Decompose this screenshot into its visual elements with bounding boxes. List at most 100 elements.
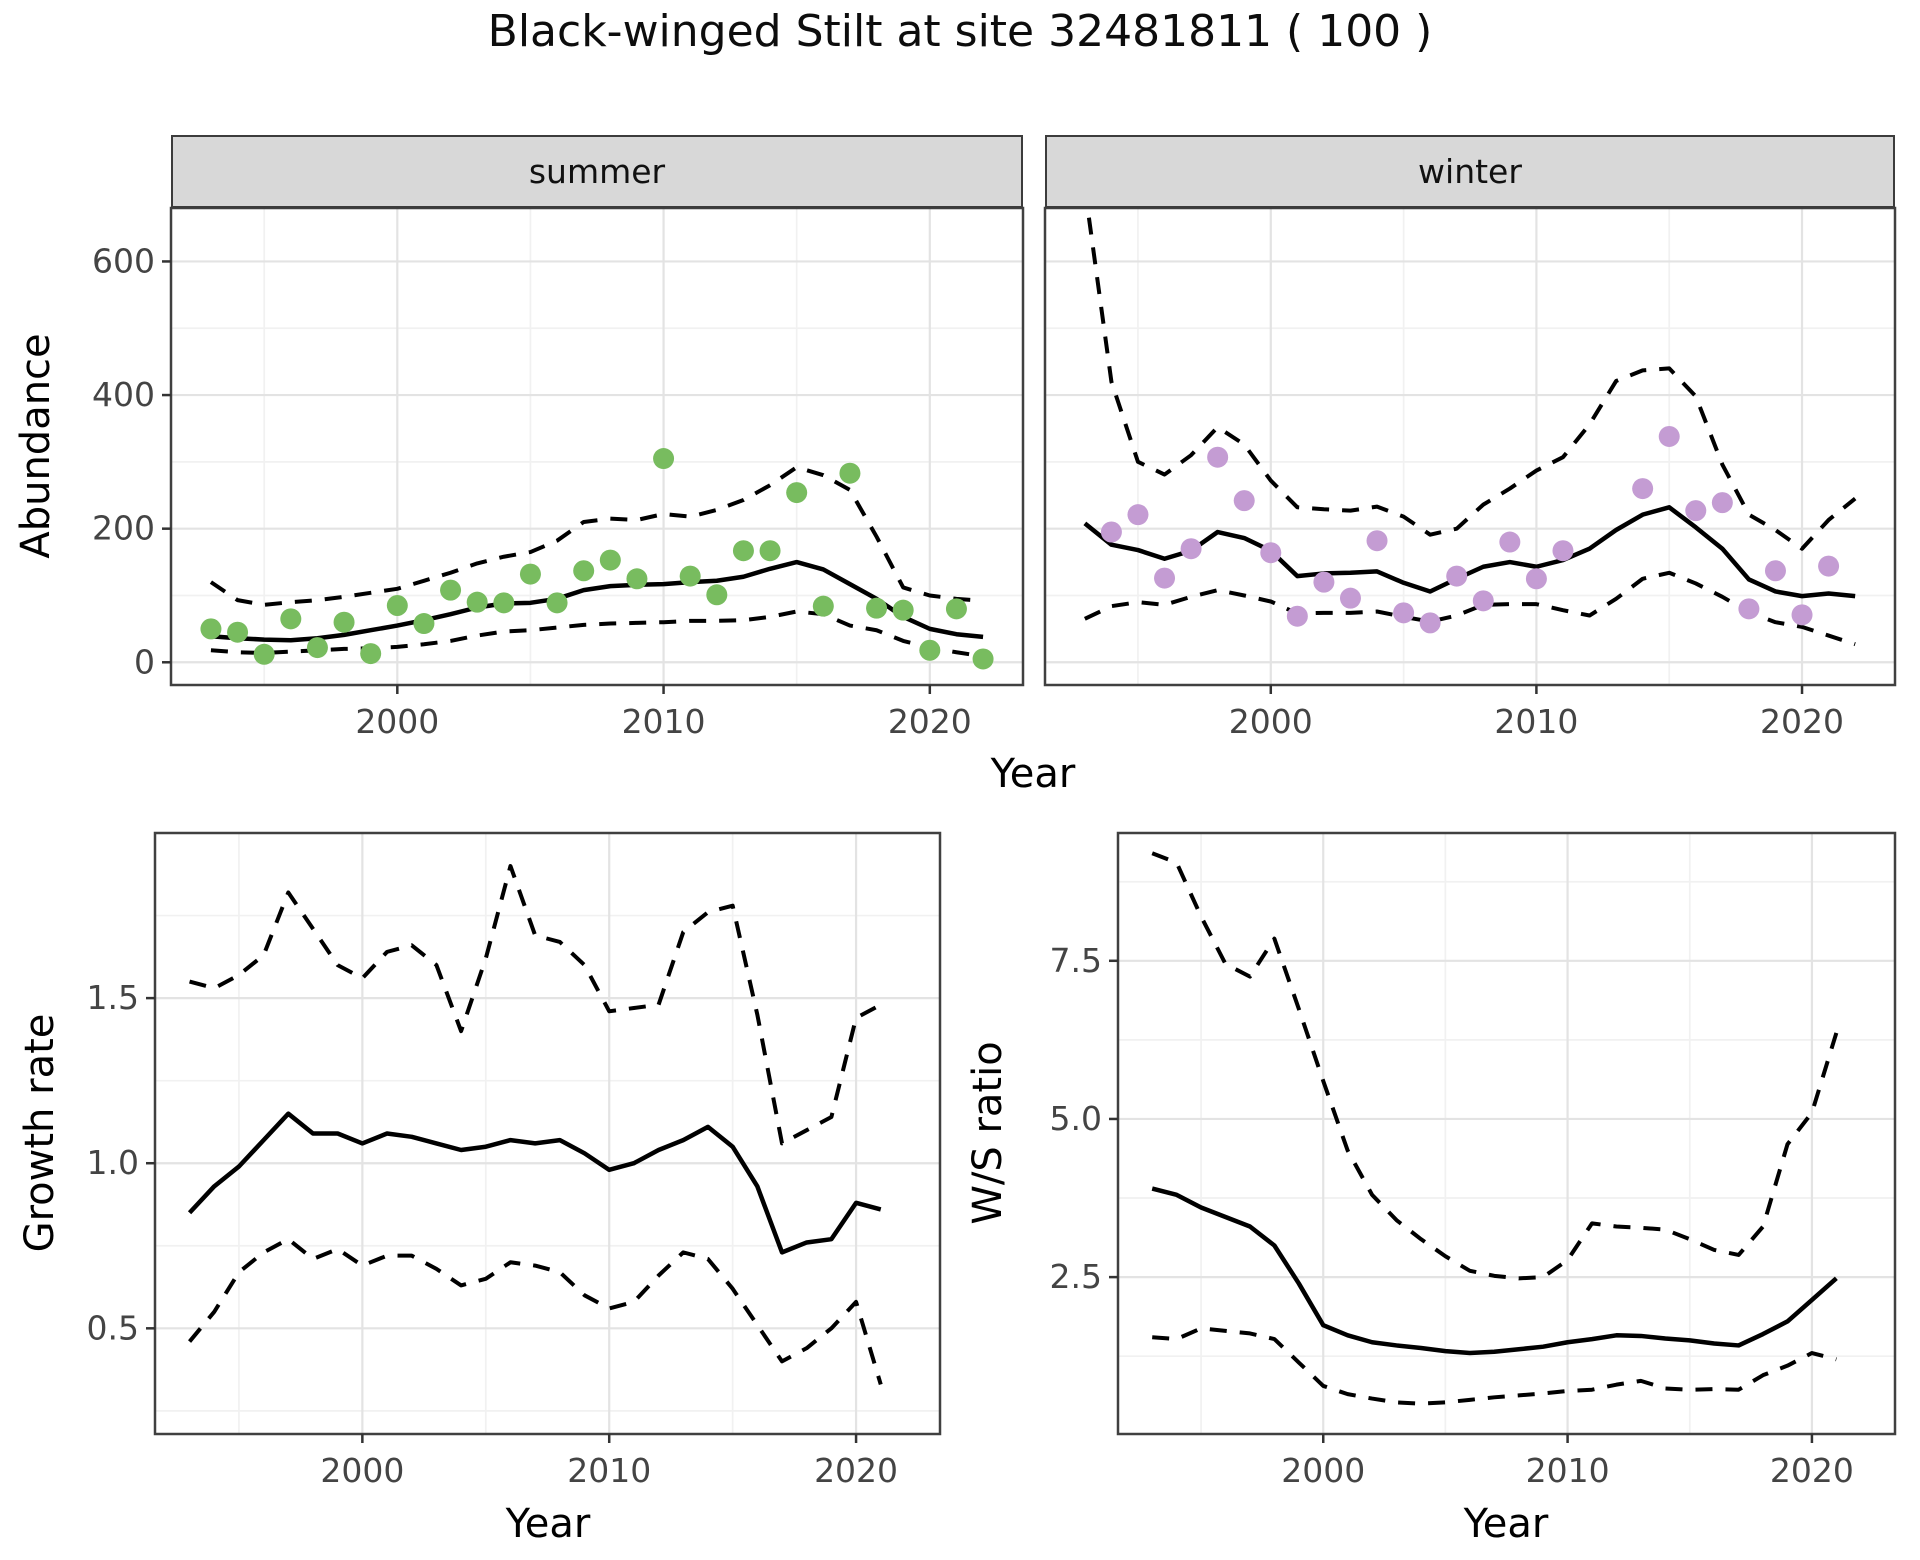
y-tick-label: 200 [92,509,155,548]
x-tick-label: 2020 [1770,1451,1854,1490]
data-point [732,540,754,562]
data-point [493,592,515,614]
y-tick-label: 600 [92,241,155,280]
data-point [1207,446,1229,468]
panel-summer: 2000 2010 2020 0 200 400 600 [92,206,1025,741]
data-point [1154,567,1176,589]
ws-series [1151,851,1839,1406]
x-tick-label: 2000 [1281,1451,1365,1490]
winter-series [1083,208,1857,647]
data-point [573,560,595,582]
data-point [253,643,275,665]
data-point [1472,590,1494,612]
data-point [413,613,435,635]
data-point [1419,612,1441,634]
data-point [812,595,834,617]
data-point [1393,602,1415,624]
summer-upper_ci-line [209,465,984,607]
panel-winter: 2000 2010 2020 [1043,206,1897,741]
data-point [1100,521,1122,543]
y-axis-title-ws-ratio: W/S ratio [965,1041,1011,1225]
data-point [333,611,355,633]
x-tick-label: 2000 [1229,702,1313,741]
gridlines [155,833,940,1434]
gridlines [171,208,1023,685]
ws-median-line [1151,1186,1838,1356]
summer-axes: 2000 2010 2020 0 200 400 600 [92,241,972,741]
y-tick-label: 1.0 [87,1143,139,1182]
x-tick-label: 2010 [1526,1451,1610,1490]
facet-strip-summer-label: summer [528,152,666,191]
data-point [1446,565,1468,587]
data-point [866,597,888,619]
y-tick-label: 2.5 [1050,1257,1102,1296]
data-point [1711,492,1733,514]
winter-upper_ci-line [1085,208,1857,551]
summer-lower_ci-line [210,609,984,659]
data-point [519,563,541,585]
x-axis-title-ws: Year [1463,1501,1549,1547]
y-tick-label: 0 [134,642,155,681]
gridlines [1045,208,1895,685]
data-point [919,639,941,661]
data-point [706,584,728,606]
y-tick-label: 400 [92,375,155,414]
winter-median-line [1083,505,1856,599]
x-tick-label: 2020 [1760,702,1844,741]
data-point [1286,605,1308,627]
growth-median-line [187,1111,882,1255]
y-tick-label: 1.5 [87,978,139,1017]
growth-axes: 2000 2010 2020 0.5 1.0 1.5 [87,978,899,1490]
gridlines [1118,833,1895,1434]
panel-background [1118,833,1895,1434]
data-point [679,565,701,587]
x-tick-label: 2000 [355,702,439,741]
data-point [945,598,967,620]
y-tick-label: 7.5 [1050,941,1102,980]
summer-observed-points [200,448,994,670]
x-tick-label: 2000 [320,1451,404,1490]
data-point [1233,490,1255,512]
data-point [1632,478,1654,500]
ws-upper_ci-line [1151,851,1839,1281]
data-point [1685,500,1707,522]
data-point [440,579,462,601]
data-point [1818,555,1840,577]
x-tick-label: 2010 [1494,702,1578,741]
data-point [599,549,621,571]
data-point [653,448,675,470]
growth-upper_ci-line [189,864,882,1146]
data-point [546,592,568,614]
data-point [1313,571,1335,593]
data-point [786,482,808,504]
growth-lower_ci-line [188,1237,883,1386]
ws-lower_ci-line [1152,1326,1837,1406]
panel-border [169,206,1025,687]
data-point [1366,530,1388,552]
growth-series [187,864,883,1386]
panel-growth: 2000 2010 2020 0.5 1.0 1.5 [87,831,942,1490]
data-point [360,643,382,665]
data-point [839,462,861,484]
data-point [306,637,328,659]
data-point [972,648,994,670]
data-point [1260,542,1282,564]
x-tick-label: 2010 [622,702,706,741]
winter-lower_ci-line [1083,570,1856,647]
data-point [1658,425,1680,447]
figure-title: Black-winged Stilt at site 32481811 ( 10… [487,6,1433,57]
data-point [1525,568,1547,590]
data-point [200,618,222,640]
data-point [1764,560,1786,582]
y-axis-title-abundance: Abundance [13,333,59,559]
data-point [386,595,408,616]
panel-border [1043,206,1897,687]
data-point [1738,598,1760,620]
data-point [626,568,648,590]
panel-background [155,833,940,1434]
x-tick-label: 2020 [814,1451,898,1490]
winter-observed-points [1100,425,1840,634]
winter-axes: 2000 2010 2020 [1229,685,1844,741]
